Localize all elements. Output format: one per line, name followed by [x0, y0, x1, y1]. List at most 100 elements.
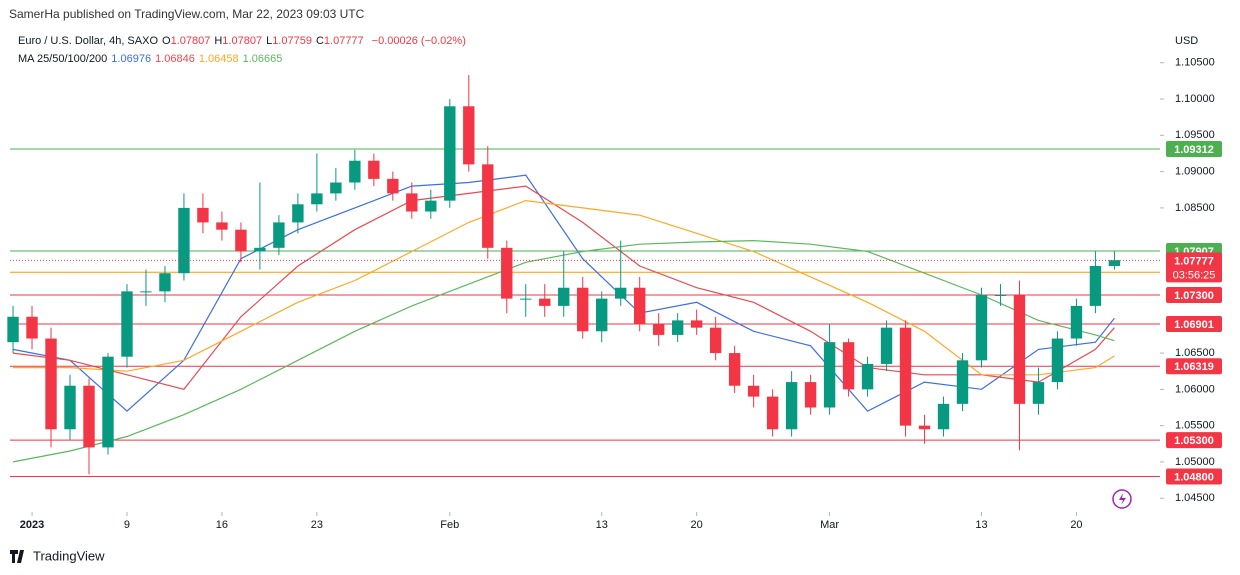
candle-body [918, 425, 931, 430]
candle-body [671, 320, 684, 335]
candle-body [197, 207, 209, 223]
y-tick-label: 1.05000 [1175, 456, 1215, 468]
ohlc-key: L [266, 35, 273, 47]
candle-body [1032, 382, 1045, 404]
candle-body [766, 396, 779, 430]
y-tick-label: 1.10500 [1175, 57, 1215, 69]
candle-body [254, 247, 266, 252]
x-tick-label: 20 [1070, 519, 1082, 531]
candle-body [1108, 260, 1121, 266]
candle-body [444, 106, 456, 201]
ma-value: 1.06846 [155, 53, 195, 65]
change: −0.00026 (−0.02%) [371, 35, 466, 47]
brand-logo [10, 550, 24, 563]
ma-value: 1.06976 [111, 53, 152, 65]
candle-body [804, 382, 817, 408]
candle-body [406, 193, 418, 212]
candle-body [785, 382, 798, 430]
candle-body [899, 327, 912, 426]
candle-body [842, 342, 855, 390]
level-tag-label: 1.04800 [1174, 471, 1214, 483]
y-tick-label: 1.06500 [1175, 347, 1215, 359]
candle-body [596, 298, 608, 332]
candle-body [956, 360, 969, 404]
candle-body [975, 294, 988, 361]
candle-body [520, 298, 532, 300]
last-price-label: 1.07777 [1174, 255, 1214, 267]
ohlc-key: H [214, 35, 223, 47]
published: SamerHa published on TradingView.com, Ma… [9, 7, 365, 21]
candle-body [501, 247, 513, 299]
ma-values: 1.06976 1.06846 1.06458 1.06665 [111, 53, 286, 65]
candle-body [633, 287, 646, 325]
candle-body [83, 385, 95, 448]
candle-body [1070, 305, 1083, 339]
candle-body [140, 291, 152, 293]
candle-body [861, 363, 874, 390]
candle-body [463, 106, 475, 165]
candle-body [709, 327, 722, 354]
candle-body [558, 287, 570, 306]
x-tick-label: 20 [691, 519, 703, 531]
ma-value: 1.06458 [198, 53, 239, 65]
candle-body [652, 324, 665, 335]
candle-body [880, 327, 893, 364]
alert-bolt [1119, 493, 1126, 505]
level-tag [1166, 468, 1222, 485]
level-tag [1166, 358, 1222, 375]
candle-body [330, 182, 342, 194]
y-tick-label: 1.09000 [1175, 166, 1215, 178]
ma-line [12, 239, 1115, 463]
candle-body [577, 287, 589, 332]
candle-body [425, 200, 437, 212]
level-tag [1166, 286, 1222, 303]
candle-body [235, 229, 247, 252]
x-tick-label: Feb [440, 519, 459, 531]
ohlc-value: 1.07807 [170, 35, 211, 47]
candle-body [159, 273, 171, 292]
candle-body [45, 338, 57, 430]
candle-body [178, 207, 190, 274]
candle-body [26, 316, 38, 339]
x-tick-label: Mar [820, 519, 839, 531]
candle-body [823, 342, 836, 408]
y-tick-label: 1.08500 [1175, 202, 1215, 214]
y-tick-label: 1.09500 [1175, 129, 1215, 141]
level-tag-label: 1.09312 [1174, 144, 1214, 156]
candle-body [690, 320, 703, 328]
level-tag-label: 1.05300 [1174, 435, 1214, 447]
x-tick-label: 2023 [20, 519, 44, 531]
candle-body [1089, 265, 1102, 306]
countdown: 03:56:25 [1173, 269, 1216, 281]
ohlc-legend: Euro / U.S. Dollar, 4h, SAXO O1.07807 H1.0… [18, 35, 470, 47]
ohlc-value: 1.07777 [323, 35, 364, 47]
y-tick-label: 1.04500 [1175, 492, 1215, 504]
ma-label: MA 25/50/100/200 [18, 53, 108, 65]
candle-body [747, 385, 760, 397]
x-tick-label: 13 [975, 519, 987, 531]
x-tick-label: 9 [124, 519, 130, 531]
candle-body [615, 287, 627, 299]
ohlc: O1.07807 H1.07807 L1.07759 C1.07777 [162, 35, 368, 47]
level-tag [1166, 140, 1222, 157]
y-tick-label: 1.10000 [1175, 93, 1215, 105]
candle-body [994, 294, 1007, 296]
candle-body [482, 164, 494, 248]
ohlc-value: 1.07807 [222, 35, 263, 47]
y-tick-label: 1.05500 [1175, 420, 1215, 432]
y-tick-label: 1.06000 [1175, 383, 1215, 395]
level-tag [1166, 315, 1222, 332]
alert-icon[interactable] [1112, 489, 1132, 509]
candle-body [368, 160, 380, 179]
candle-body [121, 291, 133, 357]
x-tick-label: 23 [311, 519, 323, 531]
ma-value: 1.06665 [242, 53, 283, 65]
candle-body [102, 356, 114, 448]
candle-body [539, 298, 551, 306]
level-tag-label: 1.07300 [1174, 290, 1214, 302]
level-tag-label: 1.06319 [1174, 361, 1214, 373]
level-tag [1166, 432, 1222, 449]
x-tick-label: 13 [596, 519, 608, 531]
